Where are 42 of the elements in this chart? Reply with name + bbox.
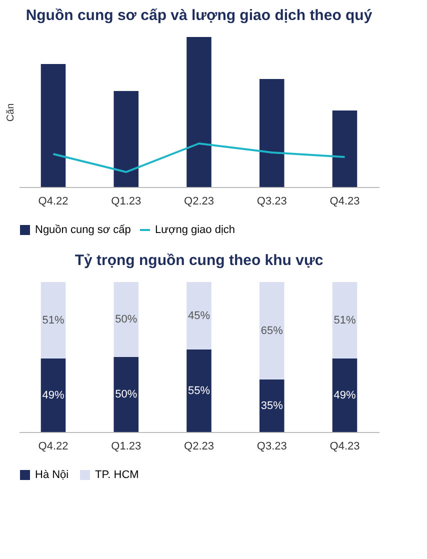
data-label: 51% bbox=[334, 314, 356, 326]
bar bbox=[40, 358, 66, 432]
bar bbox=[259, 282, 284, 380]
x-tick-label: Q2.23 bbox=[184, 196, 214, 208]
x-tick-label: Q3.23 bbox=[256, 196, 287, 208]
bar bbox=[40, 282, 66, 358]
bar bbox=[332, 358, 358, 432]
x-tick-label: Q3.23 bbox=[256, 440, 287, 452]
x-tick-label: Q4.22 bbox=[38, 196, 68, 208]
chart-title: Tỷ trọng nguồn cung theo khu vực bbox=[74, 252, 324, 269]
data-label: 55% bbox=[188, 384, 210, 397]
x-tick-label: Q4.23 bbox=[330, 440, 360, 452]
bar bbox=[186, 282, 212, 350]
x-tick-label: Q4.23 bbox=[330, 196, 360, 208]
legend-label: TP. HCM bbox=[95, 469, 139, 481]
x-tick-label: Q2.23 bbox=[184, 440, 214, 452]
bar bbox=[259, 79, 284, 187]
x-tick-label: Q1.23 bbox=[111, 440, 142, 452]
data-label: 45% bbox=[188, 310, 210, 322]
data-label: 35% bbox=[260, 400, 284, 412]
bar bbox=[114, 282, 139, 357]
chart-title: Nguồn cung sơ cấp và lượng giao dịch theo quý bbox=[26, 7, 373, 24]
bar bbox=[40, 64, 66, 187]
bar bbox=[114, 357, 139, 432]
bar bbox=[332, 282, 358, 358]
bar bbox=[186, 350, 212, 432]
x-tick-label: Q1.23 bbox=[111, 196, 142, 208]
data-label: 49% bbox=[42, 389, 64, 402]
legend-label: Hà Nội bbox=[35, 469, 69, 481]
x-tick-label: Q4.22 bbox=[38, 440, 68, 452]
data-label: 50% bbox=[115, 314, 138, 326]
bar bbox=[114, 91, 139, 187]
data-label: 49% bbox=[334, 389, 356, 402]
legend-label: Nguồn cung sơ cấp bbox=[35, 224, 131, 236]
data-label: 51% bbox=[42, 314, 64, 326]
legend-label: Lượng giao dịch bbox=[155, 224, 236, 236]
data-label: 50% bbox=[115, 388, 138, 400]
data-label: 65% bbox=[260, 324, 284, 337]
bar bbox=[259, 380, 284, 432]
bar bbox=[332, 110, 358, 187]
y-axis-title: Căn bbox=[6, 103, 16, 122]
bar bbox=[186, 37, 212, 187]
